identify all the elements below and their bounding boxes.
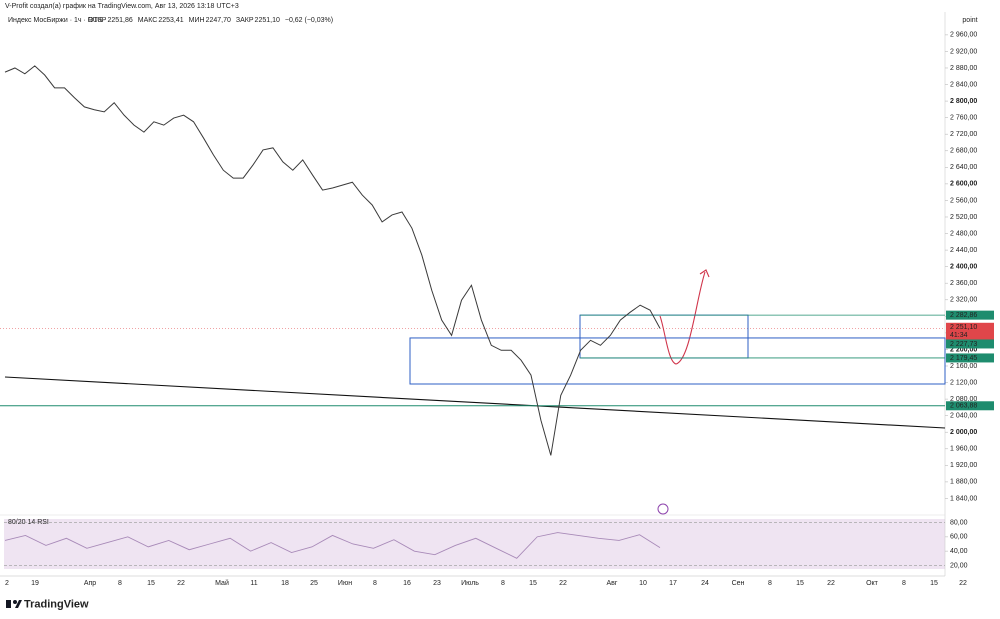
y-tick-label: 1 920,00: [950, 462, 977, 469]
y-tick-label: 2 440,00: [950, 247, 977, 254]
y-tick-label: 2 840,00: [950, 81, 977, 88]
rsi-tick-label: 60,00: [950, 534, 968, 541]
price-label-box: [946, 339, 994, 349]
y-tick-label: 1 880,00: [950, 479, 977, 486]
y-tick-label: 2 600,00: [950, 181, 977, 188]
ohlc-label: МАКС: [138, 17, 158, 24]
x-tick-label: Июн: [338, 580, 352, 587]
y-tick-label: 2 720,00: [950, 131, 977, 138]
ohlc-label: МИН: [189, 17, 205, 24]
y-tick-label: 2 640,00: [950, 164, 977, 171]
y-tick-label: 2 760,00: [950, 114, 977, 121]
y-tick-label: 2 000,00: [950, 429, 977, 436]
trend-line: [4, 376, 946, 429]
y-tick-label: 2 360,00: [950, 280, 977, 287]
y-tick-label: 2 520,00: [950, 214, 977, 221]
x-tick-label: Апр: [84, 580, 96, 587]
x-tick-label: 23: [433, 580, 441, 587]
price-label-box: [946, 310, 994, 320]
y-tick-label: 2 680,00: [950, 148, 977, 155]
ohlc-value: 2251,86: [107, 17, 132, 24]
x-tick-label: 18: [281, 580, 289, 587]
x-tick-label: Окт: [866, 580, 879, 587]
x-tick-label: 8: [118, 580, 122, 587]
ohlc-label: ЗАКР: [236, 17, 254, 24]
ohlc-value: 2253,41: [158, 17, 183, 24]
y-tick-label: 2 560,00: [950, 197, 977, 204]
x-tick-label: 15: [930, 580, 938, 587]
y-tick-label: 2 960,00: [950, 32, 977, 39]
symbol: Индекс МосБиржи · 1ч · RUS: [8, 17, 103, 24]
countdown: 41:34: [950, 332, 968, 339]
change: −0,62 (−0,03%): [285, 17, 333, 24]
y-tick-label: 2 480,00: [950, 230, 977, 237]
x-tick-label: 8: [501, 580, 505, 587]
zone-box: [409, 337, 946, 385]
x-tick-label: Сен: [732, 580, 745, 587]
x-tick-label: Авг: [607, 580, 618, 587]
x-tick-label: 22: [827, 580, 835, 587]
y-tick-label: 2 040,00: [950, 413, 977, 420]
x-tick-label: 17: [669, 580, 677, 587]
price-label: 2 179,45: [950, 355, 977, 362]
price-label: 2 063,88: [950, 403, 977, 410]
ohlc-value: 2251,10: [255, 17, 280, 24]
x-tick-label: 2: [5, 580, 9, 587]
y-tick-label: 2 320,00: [950, 297, 977, 304]
x-tick-label: 22: [559, 580, 567, 587]
rsi-line: [4, 532, 661, 559]
price-label-box: [946, 322, 994, 340]
axis-unit: point: [962, 17, 977, 24]
x-tick-label: 25: [310, 580, 318, 587]
rsi-tick-label: 20,00: [950, 562, 968, 569]
rsi-band: [4, 519, 945, 569]
rsi-tick-label: 40,00: [950, 548, 968, 555]
x-tick-label: 15: [529, 580, 537, 587]
x-tick-label: 19: [31, 580, 39, 587]
y-tick-label: 2 920,00: [950, 48, 977, 55]
x-tick-label: 22: [959, 580, 967, 587]
ohlc-label: ОТКР: [88, 17, 107, 24]
rsi-title: 80/20 14 RSI: [8, 519, 49, 526]
x-tick-label: 8: [768, 580, 772, 587]
x-tick-label: Июль: [461, 580, 479, 587]
y-tick-label: 2 160,00: [950, 363, 977, 370]
credit: V-Profit создал(а) график на TradingView…: [5, 3, 239, 10]
price-label: 2 251,10: [950, 324, 977, 331]
price-label: 2 282,86: [950, 312, 977, 319]
price-label-box: [946, 353, 994, 363]
ohlc-value: 2247,70: [206, 17, 231, 24]
y-tick-label: 2 120,00: [950, 379, 977, 386]
arrow-head: [699, 269, 710, 278]
y-tick-label: 2 400,00: [950, 263, 977, 270]
y-tick-label: 1 960,00: [950, 446, 977, 453]
x-tick-label: 8: [373, 580, 377, 587]
x-tick-label: Май: [215, 579, 229, 587]
x-tick-label: 10: [639, 580, 647, 587]
y-tick-label: 2 800,00: [950, 98, 977, 105]
x-tick-label: 11: [250, 580, 257, 587]
logo: TradingView: [6, 598, 89, 610]
event-icon: [657, 503, 669, 515]
x-tick-label: 15: [147, 580, 155, 587]
y-tick-label: 2 080,00: [950, 396, 977, 403]
x-tick-label: 22: [177, 580, 185, 587]
y-tick-label: 2 880,00: [950, 65, 977, 72]
x-tick-label: 24: [701, 580, 709, 587]
price-line: [4, 65, 661, 456]
x-tick-label: 15: [796, 580, 804, 587]
y-tick-label: 2 200,00: [950, 346, 977, 353]
rsi-tick-label: 80,00: [950, 519, 968, 526]
brand: TradingView: [24, 598, 89, 610]
price-label: 2 227,73: [950, 341, 977, 348]
price-label-box: [946, 401, 994, 411]
y-tick-label: 1 840,00: [950, 495, 977, 502]
forecast-arrow: [659, 271, 706, 365]
x-tick-label: 8: [902, 580, 906, 587]
x-tick-label: 16: [403, 580, 411, 587]
